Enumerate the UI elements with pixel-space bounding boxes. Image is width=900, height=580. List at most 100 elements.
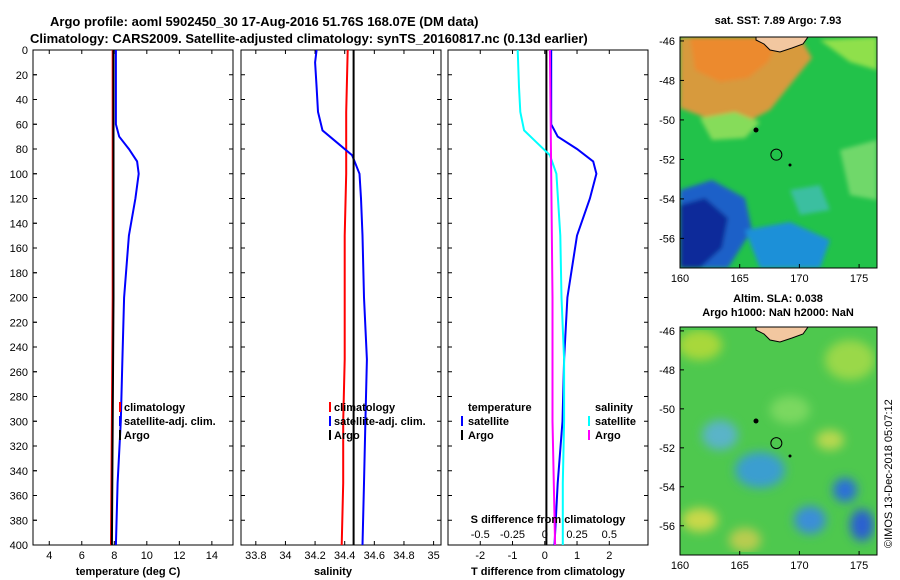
x-tick-label: 33.8 (245, 550, 266, 562)
s-tick-label: 0.5 (602, 529, 617, 541)
depth-tick-label: 80 (16, 144, 28, 156)
series-satellite-adj-clim- (114, 50, 140, 546)
series-satellite-adj-clim- (314, 49, 368, 546)
map-y-tick-label: -50 (659, 115, 675, 127)
map-y-tick-label: -56 (659, 521, 675, 533)
s-tick-label: 0.25 (566, 529, 587, 541)
x-tick-label: 8 (111, 550, 117, 562)
temperature-panel-frame (32, 49, 234, 546)
sla-map-subtitle: Argo h1000: NaN h2000: NaN (702, 307, 854, 319)
depth-tick-label: 340 (10, 466, 28, 478)
map-y-tick-label: -56 (659, 233, 675, 245)
depth-tick-label: 240 (10, 342, 28, 354)
map-y-tick-label: -54 (659, 194, 675, 206)
map-y-tick-label: -46 (659, 326, 675, 338)
depth-tick-label: 200 (10, 293, 28, 305)
landmass-shape (755, 327, 809, 343)
difference-temperature-legend: temperature satellite Argo (461, 402, 532, 442)
watermark: ©IMOS 13-Dec-2018 05:07:12 (883, 399, 895, 548)
depth-tick-label: 180 (10, 268, 28, 280)
header-line-1: Argo profile: aoml 5902450_30 17-Aug-201… (50, 14, 478, 29)
depth-tick-label: 120 (10, 194, 28, 206)
series-salinity-satellite (516, 49, 566, 545)
map-x-tick-label: 170 (790, 273, 808, 285)
sst-map-axes: 160 165 170 175 -46 -48 -50 -52 -54 -56 (659, 36, 868, 285)
header-line-2: Climatology: CARS2009. Satellite-adjuste… (30, 31, 588, 46)
sst-map-frame (679, 36, 878, 269)
depth-tick-label: 40 (16, 95, 28, 107)
depth-tick-label: 400 (10, 540, 28, 552)
map-y-tick-label: -52 (659, 154, 675, 166)
difference-salinity-legend: salinity satellite Argo (588, 402, 636, 442)
x-tick-label: 10 (141, 550, 153, 562)
map-x-tick-label: 170 (790, 560, 808, 572)
island-marker (753, 418, 759, 424)
depth-tick-label: 320 (10, 441, 28, 453)
series-temperature-satellite (550, 50, 598, 546)
x-tick-label: 1 (574, 550, 580, 562)
difference-panel-frame (447, 49, 649, 546)
s-tick-label: -0.25 (500, 529, 525, 541)
difference-xlabel: T difference from climatology (471, 566, 626, 578)
depth-tick-label: 280 (10, 392, 28, 404)
legend-argo: Argo (468, 430, 494, 442)
depth-tick-label: 20 (16, 70, 28, 82)
map-x-tick-label: 160 (671, 560, 689, 572)
map-y-tick-label: -54 (659, 482, 675, 494)
depth-tick-label: 260 (10, 367, 28, 379)
argo-position-marker (770, 148, 783, 161)
x-tick-label: 34.4 (334, 550, 355, 562)
temperature-plot: 4 6 8 10 12 14 (46, 50, 218, 562)
legend-salinity-title: salinity (595, 402, 634, 414)
map-y-tick-label: -46 (659, 36, 675, 48)
depth-tick-label: 0 (22, 45, 28, 57)
map-x-tick-label: 175 (850, 560, 868, 572)
depth-axis: 0 20 40 60 80 100 120 140 160 180 200 220 240 260 280 3… (10, 45, 37, 552)
salinity-legend: climatology satellite-adj. clim. Argo (329, 402, 426, 442)
depth-tick-label: 140 (10, 218, 28, 230)
map-y-tick-label: -48 (659, 365, 675, 377)
legend-sal-argo: Argo (595, 430, 621, 442)
map-x-tick-label: 165 (731, 273, 749, 285)
s-tick-label: 0 (542, 529, 548, 541)
legend-temperature-title: temperature (468, 402, 532, 414)
x-tick-label: 34 (279, 550, 291, 562)
map-x-tick-label: 165 (731, 560, 749, 572)
temperature-xlabel: temperature (deg C) (76, 566, 181, 578)
x-tick-label: 12 (173, 550, 185, 562)
x-tick-label: 34.2 (304, 550, 325, 562)
legend-satellite: satellite (468, 416, 509, 428)
depth-tick-label: 380 (10, 515, 28, 527)
series-salinity-argo (548, 49, 557, 546)
x-tick-label: 6 (79, 550, 85, 562)
depth-tick-label: 220 (10, 317, 28, 329)
x-tick-label: 35 (427, 550, 439, 562)
legend-climatology: climatology (334, 402, 396, 414)
right-ticks (33, 49, 648, 546)
legend-argo: Argo (124, 430, 150, 442)
x-tick-label: 34.8 (393, 550, 414, 562)
sla-map (680, 327, 877, 555)
legend-satellite: satellite-adj. clim. (334, 416, 426, 428)
depth-tick-label: 160 (10, 243, 28, 255)
x-tick-label: 0 (542, 550, 548, 562)
sla-map-frame (679, 326, 878, 556)
sst-map (680, 37, 877, 268)
depth-tick-label: 60 (16, 119, 28, 131)
legend-climatology: climatology (124, 402, 186, 414)
salinity-plot: 33.8 34 34.2 34.4 34.6 34.8 35 (245, 49, 440, 562)
salinity-panel-frame (240, 49, 442, 546)
island-marker (753, 127, 759, 133)
x-tick-label: 4 (46, 550, 52, 562)
map-y-tick-label: -52 (659, 443, 675, 455)
depth-tick-label: 100 (10, 169, 28, 181)
argo-position-marker (770, 437, 783, 450)
x-tick-label: 2 (606, 550, 612, 562)
sst-map-title: sat. SST: 7.89 Argo: 7.93 (715, 15, 842, 27)
sla-map-axes: 160 165 170 175 -46 -48 -50 -52 -54 -56 (659, 326, 868, 572)
sla-map-title: Altim. SLA: 0.038 (733, 293, 823, 305)
x-tick-label: -1 (508, 550, 518, 562)
map-x-tick-label: 160 (671, 273, 689, 285)
difference-plot: -2 -1 0 1 2 -0.5 -0.25 0 0.25 0.5 (471, 49, 617, 562)
